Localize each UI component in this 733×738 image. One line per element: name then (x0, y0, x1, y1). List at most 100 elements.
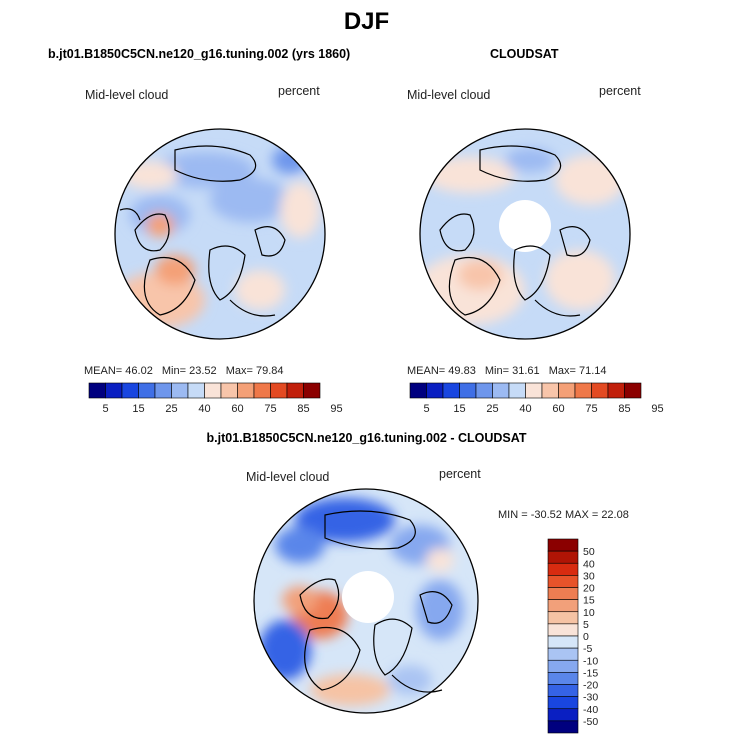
diff-panel-title: b.jt01.B1850C5CN.ne120_g16.tuning.002 - … (206, 431, 527, 445)
model-colorbar-box (204, 382, 222, 399)
diff-colorbar-tick-label: -5 (583, 643, 592, 655)
model-stats: MEAN= 46.02 Min= 23.52 Max= 79.84 (84, 365, 284, 377)
obs-colorbar-box (624, 382, 642, 399)
diff-colorbar-box (547, 696, 579, 710)
diff-colorbar-tick-label: -10 (583, 655, 598, 667)
model-colorbar-box (105, 382, 123, 399)
model-colorbar-box (88, 382, 106, 399)
obs-stats: MEAN= 49.83 Min= 31.61 Max= 71.14 (407, 365, 607, 377)
diff-colorbar-tick-label: 0 (583, 631, 589, 643)
diff-coastlines (299, 510, 453, 693)
model-map (114, 128, 326, 340)
obs-min-label: Min= (484, 365, 510, 377)
obs-colorbar-box (409, 382, 427, 399)
diff-colorbar-box (547, 623, 579, 637)
model-colorbar-box (154, 382, 172, 399)
obs-units-label: percent (599, 84, 641, 98)
model-panel-title: b.jt01.B1850C5CN.ne120_g16.tuning.002 (y… (48, 47, 351, 61)
obs-panel-title: CLOUDSAT (490, 47, 559, 61)
diff-colorbar-tick-label: 5 (583, 619, 589, 631)
obs-map (419, 128, 631, 340)
obs-colorbar-box (508, 382, 526, 399)
model-colorbar-tick-label: 15 (132, 403, 144, 415)
model-colorbar-tick-label: 25 (165, 403, 177, 415)
model-mean-label: MEAN= (84, 365, 123, 377)
diff-colorbar-box (547, 550, 579, 564)
diff-units-label: percent (439, 467, 481, 481)
model-colorbar-tick-label: 60 (231, 403, 243, 415)
obs-colorbar-tick-label: 95 (651, 403, 663, 415)
diff-colorbar-box (547, 659, 579, 673)
obs-colorbar-box (574, 382, 592, 399)
model-min-label: Min= (161, 365, 187, 377)
obs-colorbar: 5 15 25 40 60 75 85 95 (409, 382, 664, 415)
model-colorbar-box (286, 382, 304, 399)
model-colorbar-tick-label: 5 (102, 403, 108, 415)
obs-colorbar-box (426, 382, 444, 399)
model-colorbar-box (138, 382, 156, 399)
model-colorbar-tick-label: 95 (330, 403, 342, 415)
diff-colorbar-tick-label: 50 (583, 546, 595, 558)
diff-colorbar-box (547, 684, 579, 697)
model-colorbar-tick-label: 40 (198, 403, 210, 415)
model-colorbar-tick-label: 75 (264, 403, 276, 415)
diff-colorbar-box (547, 647, 579, 661)
obs-max-value: 71.14 (578, 365, 607, 377)
model-colorbar-box (237, 382, 255, 399)
obs-colorbar-tick-label: 15 (453, 403, 465, 415)
diff-colorbar-box (547, 575, 579, 588)
obs-colorbar-tick-label: 40 (519, 403, 531, 415)
diff-colorbar-tick-label: -50 (583, 716, 598, 728)
diff-colorbar-box (547, 562, 579, 576)
obs-colorbar-box (558, 382, 576, 399)
diff-minmax: MIN = -30.52 MAX = 22.08 (498, 509, 629, 521)
diff-colorbar-tick-label: -20 (583, 680, 598, 692)
diff-colorbar-box (547, 720, 579, 734)
diff-colorbar-tick-label: -40 (583, 704, 598, 716)
diff-colorbar-tick-label: 15 (583, 595, 595, 607)
model-colorbar-box (121, 382, 139, 399)
diff-variable-label: Mid-level cloud (246, 470, 330, 484)
obs-mean-label: MEAN= (407, 365, 446, 377)
diff-colorbar-box (547, 611, 579, 625)
diff-colorbar-box (547, 708, 579, 722)
diff-colorbar-box (547, 635, 579, 649)
obs-colorbar-tick-label: 85 (618, 403, 630, 415)
diff-colorbar-tick-label: -30 (583, 692, 598, 704)
obs-colorbar-box (591, 382, 609, 399)
model-max-label: Max= (225, 365, 253, 377)
obs-variable-label: Mid-level cloud (407, 88, 491, 102)
obs-colorbar-box (475, 382, 493, 399)
obs-colorbar-tick-label: 25 (486, 403, 498, 415)
model-colorbar-box (171, 382, 189, 399)
model-colorbar-tick-label: 85 (297, 403, 309, 415)
diff-colorbar-tick-label: 20 (583, 583, 595, 595)
model-min-value: 23.52 (189, 365, 217, 377)
model-units-label: percent (278, 84, 320, 98)
obs-colorbar-box (442, 382, 460, 399)
model-colorbar-box (187, 382, 205, 399)
obs-colorbar-box (541, 382, 559, 399)
obs-max-label: Max= (548, 365, 576, 377)
obs-colorbar-tick-label: 5 (423, 403, 429, 415)
obs-min-value: 31.61 (512, 365, 540, 377)
obs-colorbar-box (607, 382, 625, 399)
diff-colorbar-tick-label: 10 (583, 607, 595, 619)
obs-colorbar-box (492, 382, 510, 399)
diff-colorbar-tick-label: 40 (583, 558, 595, 570)
obs-colorbar-box (525, 382, 543, 399)
obs-coastlines (439, 145, 591, 317)
obs-colorbar-tick-label: 75 (585, 403, 597, 415)
obs-mean-value: 49.83 (448, 365, 476, 377)
model-colorbar-box (220, 382, 238, 399)
diff-colorbar-tick-label: 30 (583, 570, 595, 582)
diff-colorbar-box (547, 672, 579, 685)
diff-colorbar-tick-label: -15 (583, 667, 598, 679)
diff-colorbar-box (547, 587, 579, 600)
figure-title: DJF (343, 8, 390, 35)
model-mean-value: 46.02 (125, 365, 153, 377)
model-colorbar-box (253, 382, 271, 399)
model-coastlines (119, 145, 286, 317)
model-colorbar: 5 15 25 40 60 75 85 95 (88, 382, 343, 415)
